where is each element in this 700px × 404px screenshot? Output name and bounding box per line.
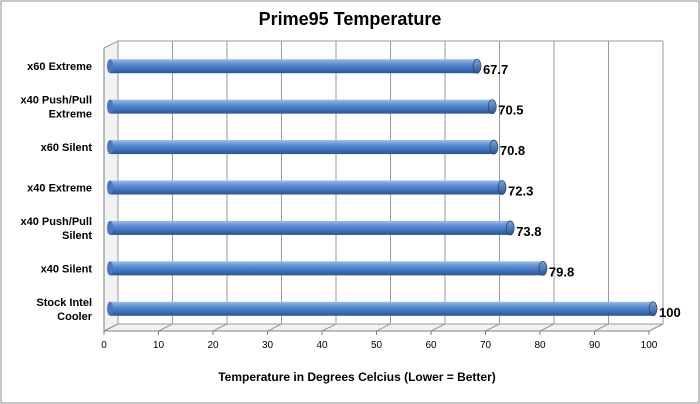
data-label: 67.7 xyxy=(483,62,508,77)
category-label-line: x40 Push/Pull xyxy=(20,216,92,228)
gridline-floor xyxy=(376,323,391,332)
gridline-floor xyxy=(158,323,173,332)
bar-start-cap xyxy=(107,140,113,155)
bar-end-cap xyxy=(489,139,499,155)
gridline-floor xyxy=(103,323,119,332)
category-label-line: x40 Silent xyxy=(41,263,93,275)
bar-start-cap xyxy=(107,261,113,276)
bar-end-cap xyxy=(538,260,548,276)
category-label-line: x60 Silent xyxy=(41,142,93,154)
category-label: x40 Push/Pull Extreme xyxy=(20,95,92,121)
x-tick-label: 10 xyxy=(153,340,165,351)
bar-start-cap xyxy=(107,180,113,195)
plot-area: 0 10 20 30 40 50 60 70 80 90 100 67.7 x60 Extreme 70.… xyxy=(20,40,681,351)
bar-end-cap xyxy=(505,220,515,236)
bar-end-cap xyxy=(497,180,507,195)
bar-start-cap xyxy=(107,99,113,114)
data-label: 79.8 xyxy=(549,264,574,279)
bar xyxy=(110,140,494,155)
bar xyxy=(110,59,477,74)
bar-end-cap xyxy=(472,58,482,74)
data-label: 73.8 xyxy=(516,224,541,239)
category-label-line: Extreme xyxy=(49,109,92,121)
bar-start-cap xyxy=(107,301,113,316)
category-label-line: Silent xyxy=(62,230,92,242)
data-label: 72.3 xyxy=(508,184,533,199)
data-label: 70.8 xyxy=(500,143,525,158)
category-label-line: x60 Extreme xyxy=(27,61,92,73)
bar xyxy=(110,301,653,316)
x-tick-label: 100 xyxy=(641,340,658,351)
x-tick-label: 0 xyxy=(101,340,107,351)
x-tick-label: 20 xyxy=(207,340,219,351)
gridline-floor xyxy=(321,323,337,332)
bar xyxy=(110,99,493,114)
gridline-floor xyxy=(485,323,500,332)
bar-end-cap xyxy=(648,301,658,317)
bar xyxy=(110,261,543,276)
bar-end-cap xyxy=(487,99,497,115)
bar xyxy=(110,180,503,195)
category-label: x40 Push/Pull Silent xyxy=(20,216,92,242)
category-label: x60 Extreme xyxy=(27,61,92,73)
gridline-floor xyxy=(594,323,609,332)
x-tick-label: 90 xyxy=(589,340,601,351)
gridline-floor xyxy=(539,323,555,332)
gridline-floor xyxy=(212,323,228,332)
x-tick-label: 40 xyxy=(316,340,328,351)
data-label: 100 xyxy=(659,305,681,320)
x-tick-label: 60 xyxy=(425,340,437,351)
gridline-floor xyxy=(267,323,282,332)
category-label-line: Cooler xyxy=(57,311,93,323)
category-label: x40 Extreme xyxy=(27,183,92,195)
x-tick-label: 50 xyxy=(371,340,383,351)
category-label: x40 Silent xyxy=(41,263,93,275)
category-label-line: Stock Intel xyxy=(36,297,92,309)
bar-start-cap xyxy=(107,59,113,74)
bar-start-cap xyxy=(107,220,113,235)
chart-title: Prime95 Temperature xyxy=(259,9,442,29)
bar xyxy=(110,220,511,235)
category-label: Stock Intel Cooler xyxy=(36,297,92,323)
category-label-line: x40 Push/Pull xyxy=(20,95,92,107)
x-tick-label: 80 xyxy=(534,340,546,351)
data-label: 70.5 xyxy=(498,103,523,118)
category-label-line: x40 Extreme xyxy=(27,183,92,195)
gridline-floor xyxy=(648,323,664,332)
x-tick-label: 70 xyxy=(480,340,492,351)
x-axis-title: Temperature in Degrees Celcius (Lower = … xyxy=(218,370,496,384)
gridline-floor xyxy=(430,323,446,332)
category-label: x60 Silent xyxy=(41,142,93,154)
x-tick-label: 30 xyxy=(262,340,274,351)
